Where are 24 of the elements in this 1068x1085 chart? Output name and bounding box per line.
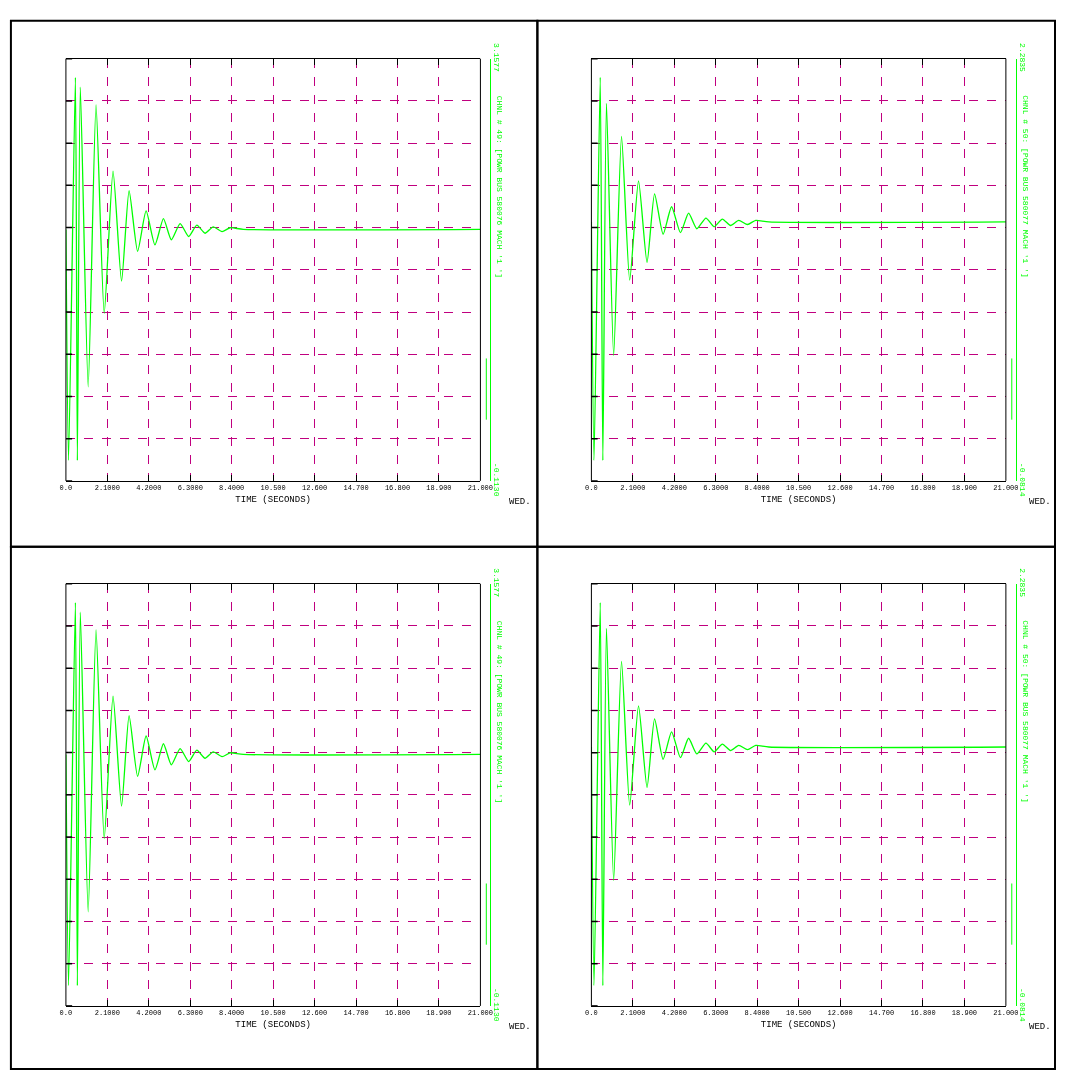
line-series — [591, 601, 1006, 987]
text: WED. — [1029, 1022, 1051, 1032]
line-series — [591, 76, 1006, 462]
y-tick-label: -0.0814 — [1017, 987, 1027, 1022]
y-tick-label: 2.2835 — [1017, 43, 1027, 73]
x-axis-title: TIME (SECONDS) — [760, 495, 837, 506]
y-tick-label: -0.1130 — [492, 987, 502, 1022]
y-tick-label: 2.2835 — [1017, 568, 1027, 598]
text: CHNL # 50: [POWR BUS 580077 MACH '1 '] — [1020, 95, 1030, 278]
y-tick-label: 3.1577 — [492, 568, 502, 598]
x-axis-title: TIME (SECONDS) — [235, 495, 311, 506]
line-series — [65, 601, 481, 987]
text: WED. — [1029, 497, 1051, 507]
text: CHNL # 49: [POWR BUS 580076 MACH '1 '] — [495, 620, 505, 804]
line-series — [65, 76, 481, 462]
text: WED. — [509, 1022, 531, 1032]
text: CHNL # 50: [POWR BUS 580077 MACH '1 '] — [1020, 620, 1030, 803]
x-axis-title: TIME (SECONDS) — [235, 1020, 311, 1031]
y-tick-label: -0.0814 — [1017, 462, 1027, 497]
text: WED. — [509, 497, 531, 507]
text: CHNL # 49: [POWR BUS 580076 MACH '1 '] — [495, 95, 505, 279]
y-tick-label: -0.1130 — [492, 462, 502, 497]
y-tick-label: 3.1577 — [492, 43, 502, 73]
x-axis-title: TIME (SECONDS) — [760, 1020, 837, 1031]
